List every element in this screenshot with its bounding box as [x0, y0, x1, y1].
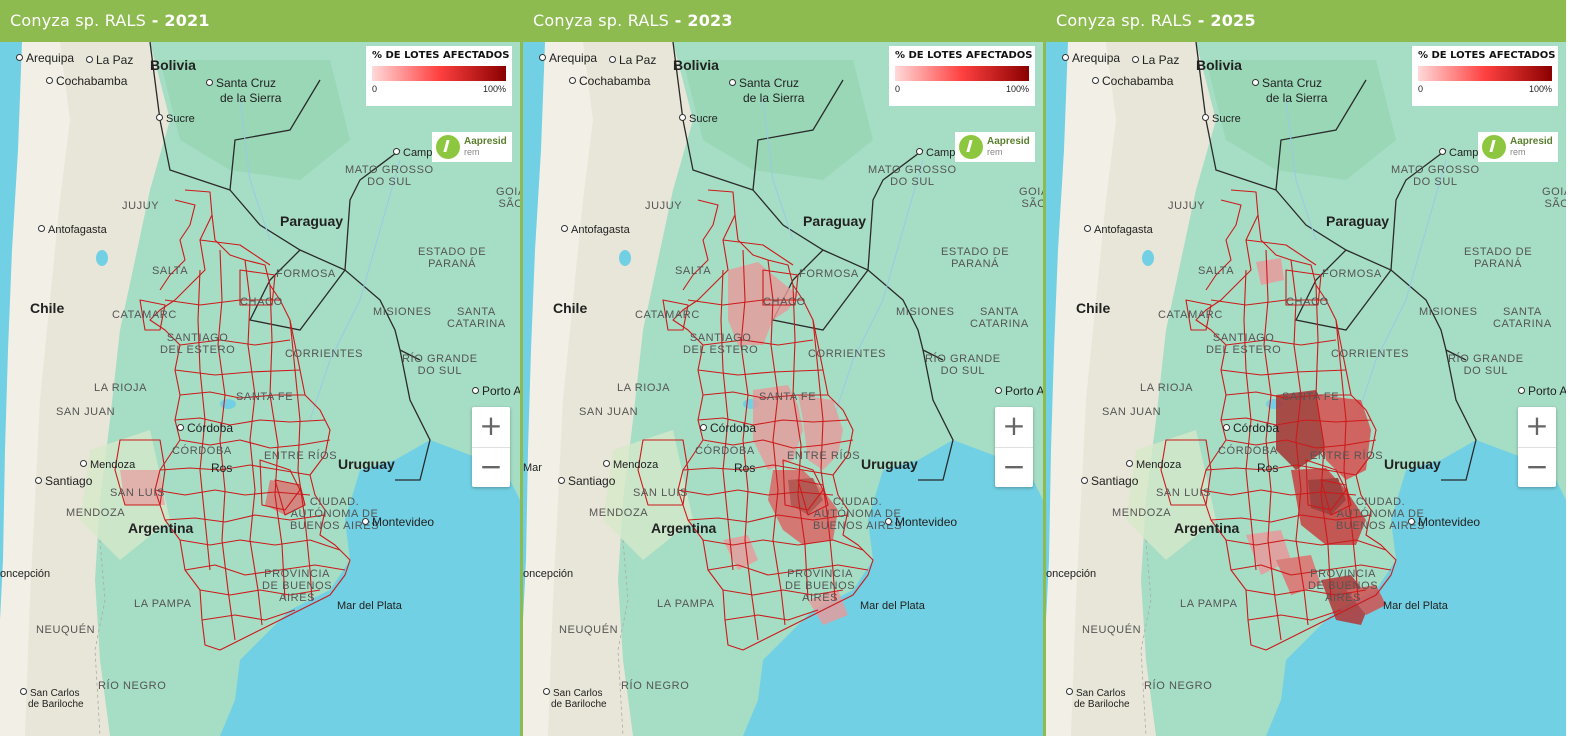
map-canvas[interactable]: [1046, 0, 1566, 736]
zoom-control: + −: [472, 407, 510, 487]
aapresid-logo: Aapresid rem: [955, 132, 1035, 162]
map-canvas[interactable]: [523, 0, 1043, 736]
zoom-control: + −: [995, 407, 1033, 487]
zoom-control: + −: [1518, 407, 1556, 487]
panel-divider: [1043, 0, 1046, 736]
legend-min: 0: [895, 84, 901, 94]
legend-title: % DE LOTES AFECTADOS: [1418, 50, 1556, 61]
aapresid-logo: Aapresid rem: [1478, 132, 1558, 162]
zoom-in-button[interactable]: +: [472, 407, 510, 448]
legend-color-bar: [895, 66, 1029, 81]
legend-title: % DE LOTES AFECTADOS: [895, 50, 1033, 61]
panel-title: Conyza sp. RALS - 2023: [523, 0, 1043, 42]
legend: % DE LOTES AFECTADOS 0 100%: [366, 46, 512, 106]
legend-color-bar: [1418, 66, 1552, 81]
legend-min: 0: [372, 84, 378, 94]
map-panel-2021[interactable]: Conyza sp. RALS - 2021 % DE LOTES AFECTA…: [0, 0, 520, 736]
zoom-out-button[interactable]: −: [1002, 450, 1026, 483]
affected-fill-layer: [1246, 258, 1386, 625]
map-panel-2023[interactable]: Conyza sp. RALS - 2023 % DE LOTES AFECTA…: [523, 0, 1043, 736]
aapresid-logo: Aapresid rem: [432, 132, 512, 162]
legend-min: 0: [1418, 84, 1424, 94]
legend-color-bar: [372, 66, 506, 81]
legend-title: % DE LOTES AFECTADOS: [372, 50, 510, 61]
leaf-icon: [959, 135, 983, 159]
legend-max: 100%: [482, 84, 506, 94]
legend-max: 100%: [1005, 84, 1029, 94]
legend: % DE LOTES AFECTADOS 0 100%: [1412, 46, 1558, 106]
zoom-out-button[interactable]: −: [1525, 450, 1549, 483]
panel-title: Conyza sp. RALS - 2021: [0, 0, 520, 42]
panel-divider: [520, 0, 523, 736]
leaf-icon: [436, 135, 460, 159]
leaf-icon: [1482, 135, 1506, 159]
map-panel-2025[interactable]: Conyza sp. RALS - 2025 % DE LOTES AFECTA…: [1046, 0, 1566, 736]
legend: % DE LOTES AFECTADOS 0 100%: [889, 46, 1035, 106]
zoom-out-button[interactable]: −: [479, 450, 503, 483]
map-canvas[interactable]: [0, 0, 520, 736]
legend-max: 100%: [1528, 84, 1552, 94]
panel-title: Conyza sp. RALS - 2025: [1046, 0, 1566, 42]
zoom-in-button[interactable]: +: [995, 407, 1033, 448]
zoom-in-button[interactable]: +: [1518, 407, 1556, 448]
